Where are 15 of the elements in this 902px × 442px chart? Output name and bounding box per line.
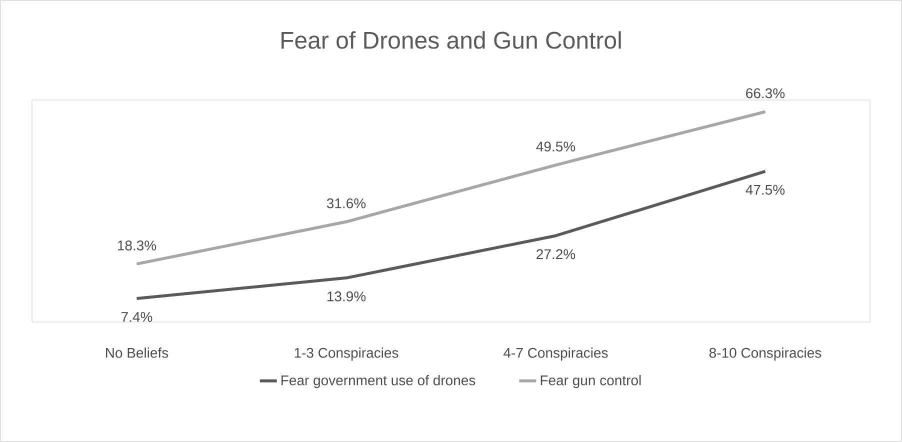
data-label: 47.5% <box>746 184 785 195</box>
x-tick-label: 4-7 Conspiracies <box>504 348 608 361</box>
data-label: 31.6% <box>326 198 366 208</box>
data-label: 66.3% <box>746 88 785 98</box>
chart-title: Fear of Drones and Gun Control <box>282 31 621 49</box>
data-label: 18.3% <box>118 240 156 250</box>
legend-label: Fear government use of drones <box>282 375 476 388</box>
x-tick-label: 8-10 Conspiracies <box>709 348 822 361</box>
x-tick-label: No Beliefs <box>106 348 168 358</box>
legend-label: Fear gun control <box>540 375 641 388</box>
data-label: 7.4% <box>122 312 152 322</box>
x-tick-label: 1-3 Conspiracies <box>294 348 398 361</box>
data-label: 27.2% <box>536 249 576 260</box>
data-label: 49.5% <box>536 142 576 152</box>
data-label: 13.9% <box>327 291 366 302</box>
